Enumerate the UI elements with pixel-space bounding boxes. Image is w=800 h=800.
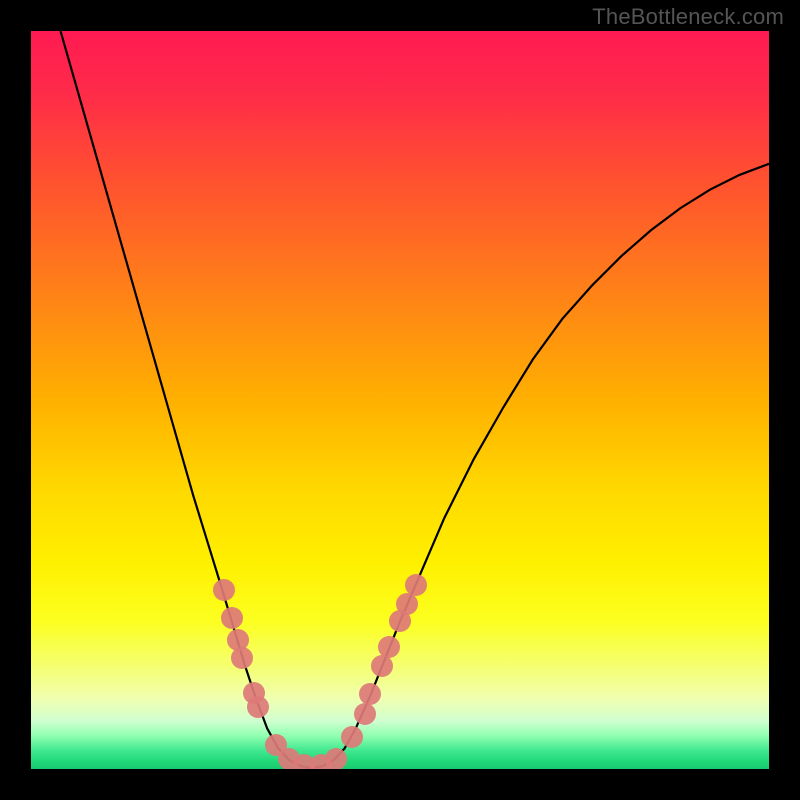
watermark-text: TheBottleneck.com	[592, 4, 784, 30]
data-marker	[396, 593, 418, 615]
chart-plot-area	[31, 31, 769, 769]
data-marker	[341, 726, 363, 748]
data-marker	[405, 574, 427, 596]
data-marker	[213, 579, 235, 601]
data-marker	[354, 703, 376, 725]
data-marker	[231, 647, 253, 669]
data-marker	[359, 683, 381, 705]
data-marker	[247, 696, 269, 718]
data-marker	[325, 748, 347, 769]
data-marker	[221, 607, 243, 629]
data-marker	[378, 636, 400, 658]
bottleneck-curve	[31, 31, 769, 769]
